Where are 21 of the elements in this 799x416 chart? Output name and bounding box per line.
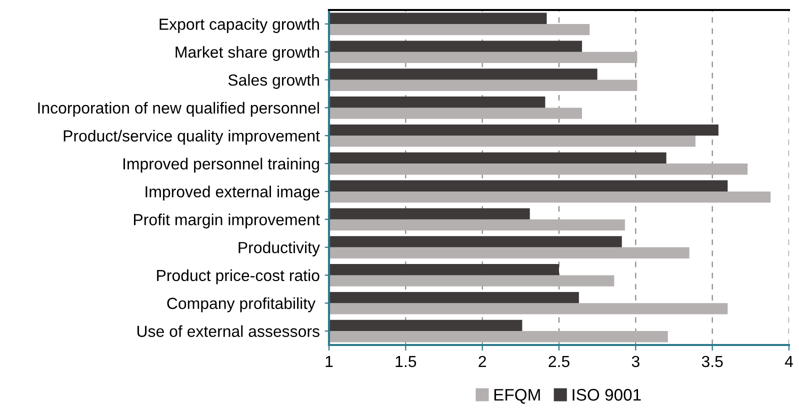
y-tick-label: Export capacity growth xyxy=(160,18,319,34)
legend-label: EFQM xyxy=(494,388,540,404)
y-tick-label: Profit margin improvement xyxy=(134,214,320,228)
y-tick-label: Market share growth xyxy=(176,46,319,61)
y-tick-label: Incorporation of new qualified personnel xyxy=(38,102,319,117)
legend-label: ISO 9001 xyxy=(572,388,641,401)
y-tick-label: Sales growth xyxy=(228,74,319,89)
y-tick-label: Improved external image xyxy=(146,186,320,201)
x-tick-label: 1.5 xyxy=(396,356,416,368)
y-tick-label: Use of external assessors xyxy=(137,325,320,337)
y-tick-label: Product/service quality improvement xyxy=(64,130,320,145)
y-tick-label: Product price-cost ratio xyxy=(157,269,320,284)
x-tick-label: 2 xyxy=(478,356,486,367)
x-tick-label: 4 xyxy=(784,356,793,367)
y-tick-label: Company profitability xyxy=(167,297,316,312)
x-tick-label: 1 xyxy=(326,356,333,367)
y-tick-label: Improved personnel training xyxy=(123,158,319,173)
x-tick-label: 3 xyxy=(632,356,640,368)
x-tick-label: 3.5 xyxy=(702,356,723,368)
y-tick-label: Productivity xyxy=(238,242,320,256)
x-tick-label: 2.5 xyxy=(548,356,570,368)
